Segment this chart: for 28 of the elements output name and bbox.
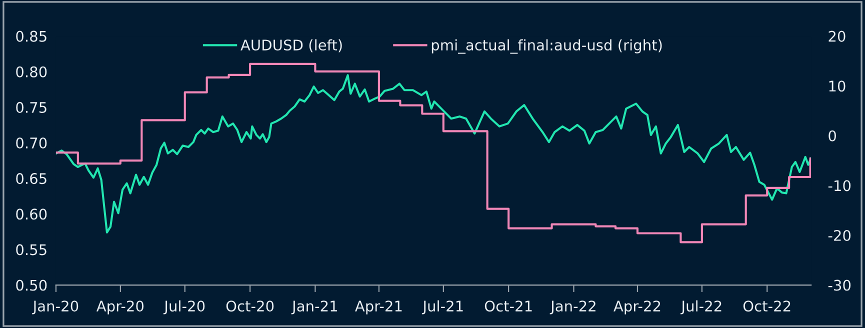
x-tick-label: Oct-22 xyxy=(743,300,790,312)
y-tick-label: 0.70 xyxy=(16,137,47,149)
y-tick-label: 0.75 xyxy=(16,102,46,113)
y-tick-label: 0.55 xyxy=(16,244,46,256)
x-tick-label: Jul-21 xyxy=(422,300,463,314)
y2-tick-label: -30 xyxy=(828,280,851,291)
x-tick-label: Jan-21 xyxy=(291,300,338,314)
y-tick-label: 0.50 xyxy=(16,280,47,291)
x-tick-label: Jan-22 xyxy=(550,300,596,314)
y2-tick-label: 10 xyxy=(829,80,846,92)
x-tick-label: Apr-22 xyxy=(614,300,660,314)
legend-label: pmi_actual_final:aud-usd (right) xyxy=(432,39,662,54)
y-tick-label: 0.85 xyxy=(16,30,46,42)
y2-tick-label: 20 xyxy=(828,30,846,42)
y-tick-label: 0.65 xyxy=(16,173,46,184)
y2-tick-label: 0 xyxy=(828,130,836,142)
legend-label: AUDUSD (left) xyxy=(240,39,342,52)
y2-tick-label: -20 xyxy=(828,230,851,241)
x-tick-label: Apr-20 xyxy=(96,300,144,314)
x-tick-label: Jul-22 xyxy=(680,300,722,314)
x-tick-label: Jul-20 xyxy=(163,300,205,314)
x-tick-label: Apr-21 xyxy=(355,300,402,314)
y-tick-label: 0.60 xyxy=(16,208,47,220)
y2-tick-label: -10 xyxy=(828,180,851,192)
y-tick-label: 0.80 xyxy=(16,66,47,78)
x-tick-label: Oct-21 xyxy=(484,300,532,312)
x-tick-label: Oct-20 xyxy=(226,300,274,312)
x-tick-label: Jan-20 xyxy=(32,300,78,314)
